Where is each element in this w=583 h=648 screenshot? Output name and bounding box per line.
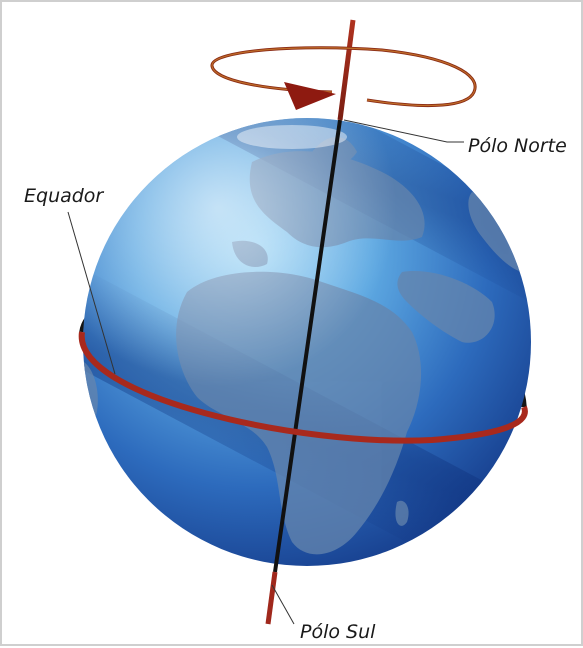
north-pole-label: Pólo Norte xyxy=(468,135,567,157)
rotation-arrow-icon xyxy=(284,82,336,110)
equator-ring-front xyxy=(78,331,528,444)
equator-leader xyxy=(67,211,116,375)
south-pole-leader xyxy=(271,584,295,625)
south-pole-label: Pólo Sul xyxy=(300,621,376,643)
rotation-ring xyxy=(210,46,477,110)
rotation-axis xyxy=(265,19,356,625)
north-pole-leader xyxy=(343,119,464,143)
equator-label: Equador xyxy=(24,185,104,207)
leader-lines xyxy=(67,119,464,625)
